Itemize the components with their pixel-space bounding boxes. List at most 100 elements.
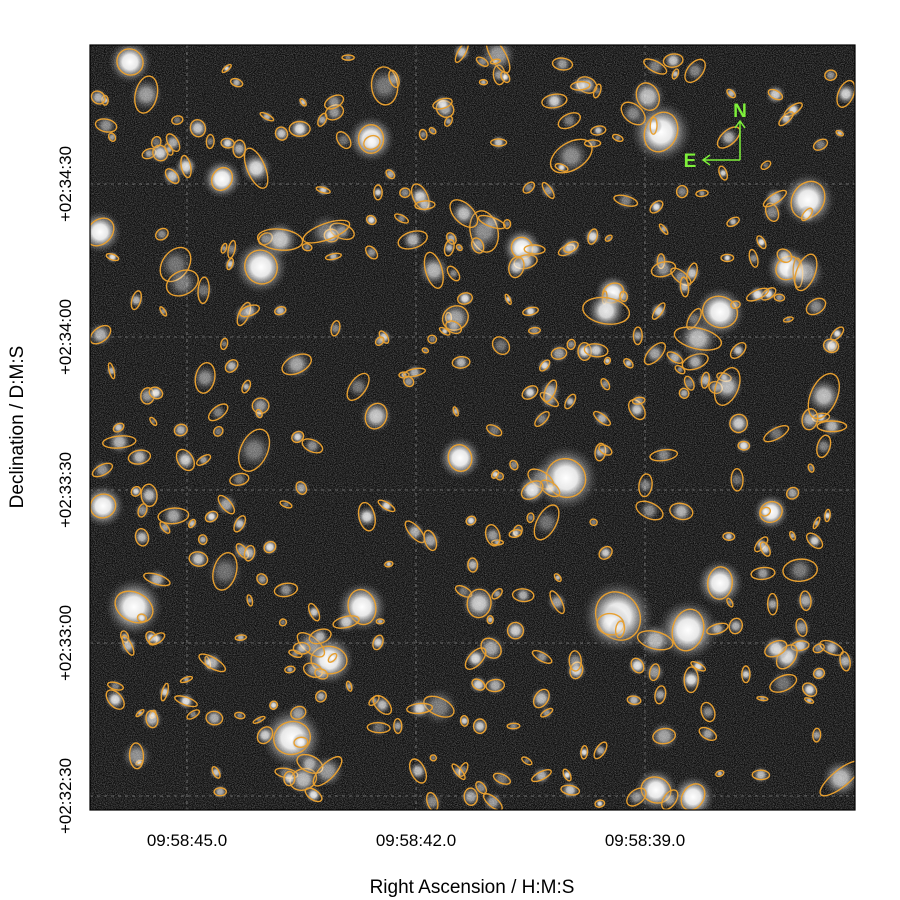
source-aperture-ellipse	[649, 200, 664, 214]
source-aperture-ellipse	[444, 115, 453, 127]
source-aperture-ellipse	[762, 189, 788, 208]
source-aperture-ellipse	[314, 668, 329, 680]
source-aperture-ellipse	[463, 787, 479, 806]
source-aperture-ellipse	[678, 387, 690, 399]
source-aperture-ellipse	[364, 245, 379, 260]
star-source	[327, 250, 340, 263]
source-aperture-ellipse	[263, 540, 277, 554]
source-aperture-ellipse	[652, 727, 677, 745]
source-aperture-ellipse	[105, 253, 120, 262]
star-source	[419, 529, 442, 552]
source-aperture-ellipse	[568, 650, 582, 672]
star-source	[637, 622, 673, 658]
star-source	[684, 59, 707, 82]
source-aperture-ellipse	[452, 406, 459, 417]
source-aperture-ellipse	[700, 701, 716, 723]
star-source	[206, 552, 244, 591]
source-aperture-ellipse	[649, 116, 658, 135]
source-aperture-ellipse	[446, 265, 461, 282]
source-aperture-ellipse	[651, 302, 666, 320]
source-aperture-ellipse	[148, 386, 164, 400]
source-aperture-ellipse	[756, 235, 767, 250]
source-aperture-ellipse	[345, 680, 353, 692]
star-source	[379, 498, 394, 514]
star-source	[671, 775, 715, 810]
source-aperture-ellipse	[233, 515, 247, 533]
star-source	[484, 674, 506, 697]
source-aperture-ellipse	[299, 97, 307, 107]
source-aperture-ellipse	[180, 154, 192, 179]
source-aperture-ellipse	[662, 53, 684, 68]
source-aperture-ellipse	[372, 694, 393, 716]
source-aperture-ellipse	[598, 545, 613, 560]
star-source	[404, 521, 425, 542]
source-aperture-ellipse	[729, 342, 747, 359]
source-aperture-ellipse	[397, 230, 428, 250]
star-source	[240, 544, 259, 562]
source-aperture-ellipse	[291, 430, 305, 444]
source-aperture-ellipse	[307, 602, 321, 622]
star-source	[401, 228, 424, 252]
source-aperture-ellipse	[243, 544, 256, 562]
source-aperture-ellipse	[465, 515, 477, 526]
source-aperture-ellipse	[217, 494, 236, 515]
source-aperture-ellipse	[560, 784, 581, 796]
source-aperture-ellipse	[288, 120, 311, 137]
y-tick-label: +02:33:00	[56, 605, 75, 681]
source-aperture-ellipse	[427, 334, 438, 344]
source-aperture-ellipse	[447, 444, 473, 472]
source-aperture-ellipse	[335, 131, 352, 150]
source-aperture-ellipse	[165, 133, 181, 153]
source-aperture-ellipse	[500, 71, 511, 84]
star-source	[375, 616, 385, 627]
source-aperture-ellipse	[324, 252, 342, 261]
star-source	[795, 590, 816, 611]
source-aperture-ellipse	[213, 787, 227, 797]
star-source	[583, 227, 602, 246]
source-aperture-ellipse	[715, 769, 725, 778]
star-source	[533, 648, 551, 666]
source-aperture-ellipse	[562, 768, 572, 782]
source-aperture-ellipse	[643, 342, 666, 366]
y-tick-label: +02:34:00	[56, 299, 75, 375]
star-source	[757, 694, 767, 704]
star-source	[482, 791, 504, 810]
star-source	[786, 253, 825, 292]
source-aperture-ellipse	[403, 375, 415, 388]
source-aperture-ellipse	[759, 506, 772, 517]
source-aperture-ellipse	[626, 787, 647, 807]
source-aperture-ellipse	[238, 428, 271, 472]
source-aperture-ellipse	[274, 126, 289, 141]
star-source	[105, 364, 118, 377]
source-aperture-ellipse	[107, 362, 116, 380]
source-aperture-ellipse	[173, 423, 188, 437]
source-aperture-ellipse	[229, 77, 244, 88]
source-aperture-ellipse	[211, 765, 221, 779]
source-aperture-ellipse	[198, 653, 227, 673]
source-aperture-ellipse	[650, 260, 677, 278]
source-aperture-ellipse	[824, 69, 838, 82]
source-aperture-ellipse	[94, 118, 118, 133]
star-source	[728, 470, 747, 489]
star-source	[539, 379, 562, 402]
source-aperture-ellipse	[741, 665, 751, 684]
source-aperture-ellipse	[720, 253, 735, 263]
source-aperture-ellipse	[812, 643, 825, 654]
source-aperture-ellipse	[522, 306, 539, 317]
star-source	[215, 493, 238, 516]
star-source	[450, 200, 478, 227]
source-aperture-ellipse	[269, 700, 279, 710]
source-aperture-ellipse	[789, 530, 796, 541]
star-source	[530, 687, 553, 710]
source-aperture-ellipse	[130, 290, 142, 311]
source-aperture-ellipse	[804, 697, 815, 704]
source-aperture-ellipse	[454, 45, 469, 63]
source-aperture-ellipse	[432, 97, 453, 110]
star-source	[699, 725, 717, 743]
star-source	[778, 111, 794, 127]
source-aperture-ellipse	[671, 608, 705, 652]
source-aperture-ellipse	[451, 763, 466, 781]
source-aperture-ellipse	[769, 673, 798, 693]
star-source	[658, 223, 669, 235]
source-aperture-ellipse	[221, 63, 232, 74]
